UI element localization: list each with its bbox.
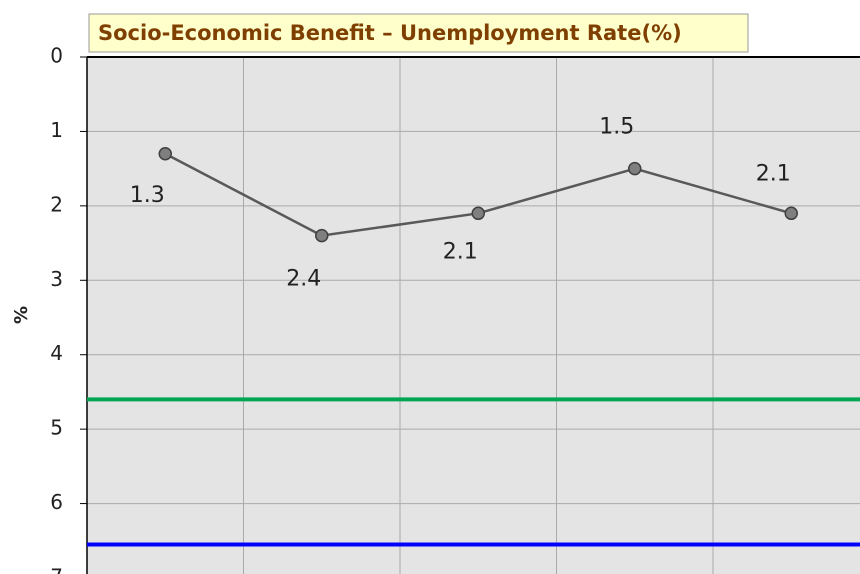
data-point <box>628 161 642 176</box>
data-label: 1.5 <box>599 115 634 140</box>
y-tick-label: 6 <box>50 490 63 514</box>
title-box <box>88 13 749 53</box>
y-tick-label: 7 <box>50 565 63 574</box>
y-tick-label: 3 <box>50 267 63 291</box>
y-tick-label: 1 <box>50 118 63 142</box>
plot-area <box>87 57 860 574</box>
chart-title: Socio-Economic Benefit – Unemployment Ra… <box>98 21 682 45</box>
data-label: 2.1 <box>756 161 791 186</box>
data-point <box>158 147 172 161</box>
data-point <box>315 228 329 243</box>
data-label: 1.3 <box>130 183 165 208</box>
data-point <box>784 206 798 221</box>
y-axis-label: % <box>11 306 32 324</box>
data-point <box>471 206 485 221</box>
data-label: 2.4 <box>286 267 321 292</box>
y-tick-label: 0 <box>50 44 63 68</box>
grid <box>80 56 860 574</box>
marks <box>87 147 860 547</box>
y-tick-label: 4 <box>50 341 63 365</box>
data-label: 2.1 <box>443 239 478 264</box>
y-tick-label: 2 <box>50 192 63 216</box>
y-tick-label: 5 <box>50 416 63 440</box>
